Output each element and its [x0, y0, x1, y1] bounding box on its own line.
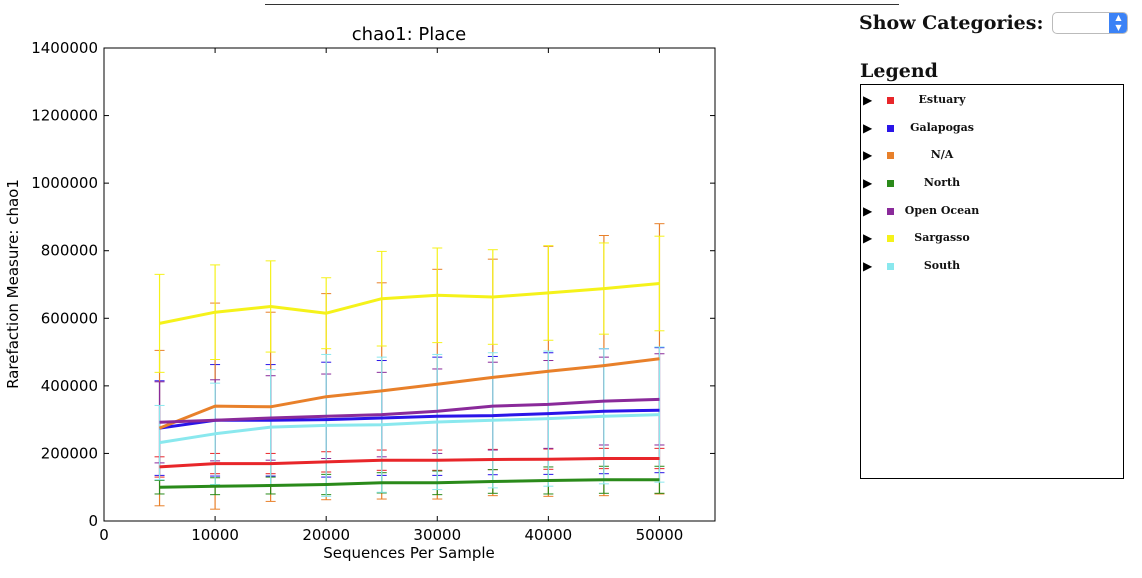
legend-item-estuary[interactable]: ▶ Estuary: [861, 91, 1123, 111]
legend-label: Galapogas: [910, 121, 974, 134]
chart-title: chao1: Place: [352, 24, 466, 45]
x-tick-label: 0: [99, 526, 109, 544]
y-tick-label: 600000: [41, 309, 98, 327]
plot-area-frame: [103, 47, 716, 522]
y-tick-label: 200000: [41, 444, 98, 462]
legend-swatch: [887, 152, 894, 159]
legend-title: Legend: [860, 60, 938, 82]
series-line-open-ocean: [159, 397, 660, 424]
legend-item-galapogas[interactable]: ▶ Galapogas: [861, 119, 1123, 139]
show-categories-label: Show Categories:: [859, 12, 1044, 34]
legend-label: North: [923, 176, 961, 189]
legend-swatch: [887, 235, 894, 242]
y-tick-label: 1200000: [31, 107, 98, 125]
x-tick-label: 10000: [191, 526, 239, 544]
series-line-south: [159, 413, 660, 445]
x-tick-label: 20000: [302, 526, 350, 544]
legend-box: ▶ Estuary ▶ Galapogas ▶ N/A ▶ North ▶ Op…: [860, 84, 1124, 479]
expand-arrow-icon[interactable]: ▶: [863, 231, 873, 245]
x-tick-label: 30000: [413, 526, 461, 544]
select-stepper-icon: ▲ ▼: [1109, 13, 1128, 33]
series-line-sargasso: [159, 282, 660, 325]
chart: chao1: Place Rarefaction Measure: chao1 …: [4, 24, 716, 562]
legend-swatch: [887, 208, 894, 215]
expand-arrow-icon[interactable]: ▶: [863, 148, 873, 162]
x-tick-label: 40000: [525, 526, 573, 544]
expand-arrow-icon[interactable]: ▶: [863, 204, 873, 218]
legend-item-sargasso[interactable]: ▶ Sargasso: [861, 229, 1123, 249]
category-select[interactable]: ▲ ▼: [1052, 12, 1129, 34]
x-axis-label: Sequences Per Sample: [323, 544, 495, 562]
legend-label: Estuary: [918, 93, 966, 106]
expand-arrow-icon[interactable]: ▶: [863, 176, 873, 190]
series-line-n-a: [158, 357, 660, 430]
legend-label: N/A: [930, 148, 954, 161]
y-tick-label: 400000: [41, 377, 98, 395]
y-tick-label: 1000000: [31, 174, 98, 192]
top-divider: [265, 4, 899, 5]
legend-swatch: [887, 97, 894, 104]
legend-item-south[interactable]: ▶ South: [861, 257, 1123, 277]
legend-swatch: [887, 180, 894, 187]
legend-item-north[interactable]: ▶ North: [861, 174, 1123, 194]
y-axis-label: Rarefaction Measure: chao1: [4, 179, 22, 389]
x-tick-label: 50000: [636, 526, 684, 544]
legend-label: Open Ocean: [904, 204, 980, 217]
expand-arrow-icon[interactable]: ▶: [863, 259, 873, 273]
expand-arrow-icon[interactable]: ▶: [863, 121, 873, 135]
expand-arrow-icon[interactable]: ▶: [863, 93, 873, 107]
legend-item-open-ocean[interactable]: ▶ Open Ocean: [861, 202, 1123, 222]
y-tick-label: 1400000: [31, 39, 98, 57]
y-tick-label: 800000: [41, 242, 98, 260]
legend-item-na[interactable]: ▶ N/A: [861, 146, 1123, 166]
legend-swatch: [887, 125, 894, 132]
series-line-north: [159, 478, 660, 489]
legend-label: South: [923, 259, 961, 272]
show-categories-control: Show Categories: ▲ ▼: [859, 12, 1129, 34]
legend-swatch: [887, 263, 894, 270]
series-line-estuary: [159, 457, 660, 469]
legend-label: Sargasso: [914, 231, 970, 244]
y-tick-label: 0: [88, 512, 98, 530]
